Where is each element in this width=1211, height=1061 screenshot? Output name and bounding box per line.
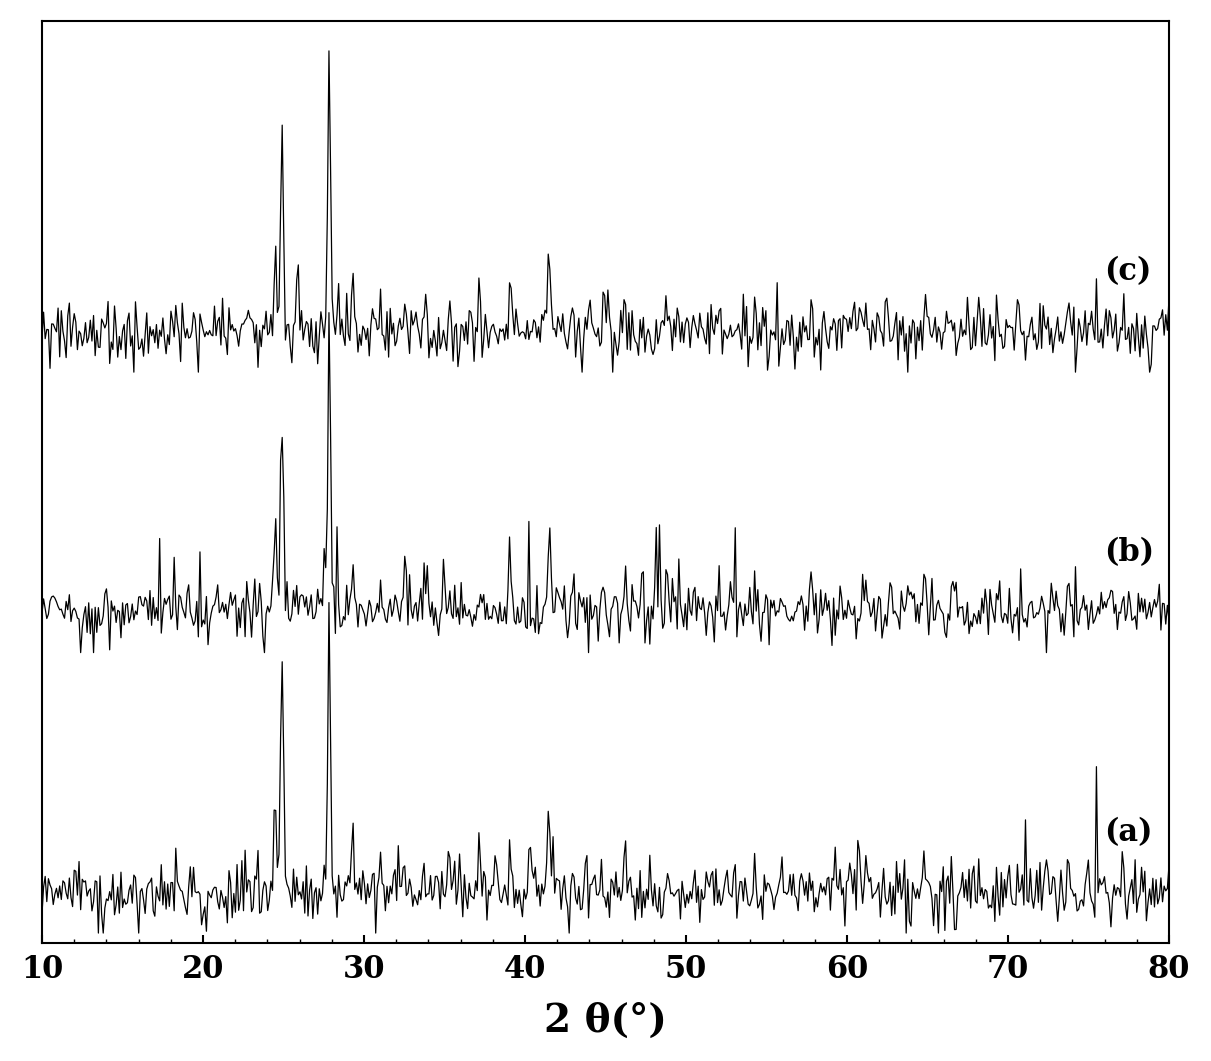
Text: (c): (c) bbox=[1104, 257, 1152, 288]
Text: (b): (b) bbox=[1104, 537, 1155, 568]
Text: (a): (a) bbox=[1104, 817, 1153, 848]
X-axis label: 2 θ(°): 2 θ(°) bbox=[544, 1003, 667, 1040]
